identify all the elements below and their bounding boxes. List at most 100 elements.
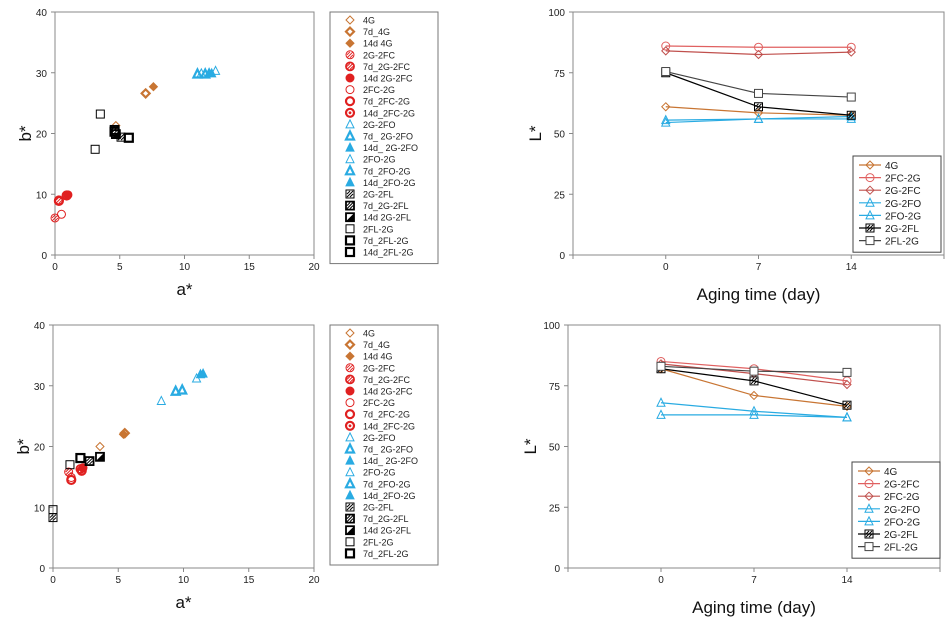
legend-marker-2g-2fo-shape: [864, 503, 874, 513]
legend-marker-4g: [345, 15, 355, 25]
legend-marker-14d-2fc-2g: [344, 420, 356, 431]
legend-marker-2g-2fc-hatch: [346, 51, 354, 59]
x-axis-label: Aging time (day): [697, 285, 821, 304]
data-point-7d-2fc-2g: [53, 195, 64, 207]
legend-marker-14d-2g-2fc: [345, 386, 355, 396]
data-point-4g: [753, 108, 764, 118]
data-point-7d-2fc-2g: [66, 474, 77, 486]
legend-marker-2g-2fl: [865, 223, 875, 233]
data-point-2g-2fl-hatch: [758, 106, 762, 111]
legend-label-2fo-2g: 2FO-2G: [884, 517, 920, 528]
data-point-2g-2fc-shape: [753, 49, 764, 60]
legend-marker-7d-2fc-2g: [344, 409, 356, 420]
data-point-2fl-2g: [48, 505, 58, 515]
legend-marker-4g: [345, 328, 355, 338]
legend-marker-2g-2fc: [345, 50, 355, 60]
data-point-14d-2fc-2g-shape: [76, 465, 87, 476]
data-point-2g-2fo-shape: [660, 116, 671, 127]
data-point-14d-2fl-2g: [123, 132, 134, 143]
legend-marker-2g-2fl-hatch: [866, 224, 874, 232]
data-point-7d-2fl-2g: [75, 452, 86, 464]
legend-label-2fl-2g: 2FL-2G: [363, 224, 394, 234]
legend-marker-14d-2fo-2g: [345, 176, 355, 187]
legend-marker-14d-2g-2fc-shape: [345, 73, 355, 83]
legend-marker-2g-2fl-shape: [345, 189, 355, 199]
legend-label-2fc-2g: 2FC-2G: [363, 398, 395, 408]
data-point-7d-2g-2fl-shape: [84, 456, 95, 466]
legend-marker-2fo-2g-shape: [865, 209, 875, 220]
data-point-2g-2fo-shape: [846, 113, 857, 123]
legend-label-2fo-2g: 2FO-2G: [885, 211, 921, 222]
legend-marker-14d-2fc-2g-shape: [344, 107, 356, 118]
x-tick-label: 14: [846, 262, 858, 273]
data-point-14d-2fo-2g: [206, 67, 217, 78]
data-point-7d-2fo-2g: [176, 383, 188, 395]
data-point-2g-2fl-shape: [754, 102, 763, 112]
legend-marker-14d-2g-2fo: [345, 141, 355, 152]
data-point-2g-2fc-shape: [842, 376, 852, 386]
x-axis-label: a*: [175, 593, 191, 612]
data-point-2fl-2g-shape: [846, 92, 856, 102]
data-point-2g-2fl: [48, 513, 58, 523]
legend-label-14d-2fo-2g: 14d_2FO-2G: [363, 178, 416, 188]
legend-marker-2g-2fl-hatch: [865, 530, 870, 535]
data-point-2fl-2g: [95, 109, 105, 119]
data-point-2fc-2g: [846, 42, 856, 52]
legend-marker-2g-2fc: [865, 185, 875, 195]
y-tick-label: 100: [543, 321, 560, 332]
data-point-7d-2g-2fo-shape: [169, 384, 182, 396]
legend-marker-2g-2fl: [345, 502, 355, 512]
legend-label-2g-2fo: 2G-2FO: [885, 199, 921, 210]
data-point-2fc-2g-shape: [56, 209, 66, 219]
legend-marker-7d-2fc-2g: [344, 96, 356, 107]
legend-marker-7d-2g-2fc-hatch: [346, 63, 351, 67]
legend-marker-7d-4g: [344, 26, 356, 38]
data-point-2g-2fc-hatch: [51, 214, 59, 222]
data-point-7d-2fl-2g: [109, 126, 120, 137]
data-point-14d-2fo-2g-shape: [195, 368, 206, 379]
x-tick-label: 20: [308, 575, 320, 586]
legend-marker-7d-2fo-2g: [344, 163, 356, 176]
legend-marker-14d-4g-shape: [345, 351, 355, 361]
legend-marker-14d-2g-2fl-half: [346, 526, 354, 535]
legend-marker-2fl-2g-shape: [865, 236, 875, 246]
legend-marker-2fo-2g: [345, 153, 355, 164]
legend-label-4g: 4G: [884, 467, 898, 478]
legend-marker-2fc-2g: [864, 491, 874, 501]
data-point-2g-2fl-hatch: [843, 401, 848, 406]
legend-label-2g-2fo: 2G-2FO: [363, 120, 396, 130]
y-tick-label: 10: [34, 503, 46, 514]
legend-marker-14d-2fo-2g-shape: [345, 176, 355, 187]
y-tick-label: 10: [36, 190, 48, 201]
legend-label-14d-2fc-2g: 14d_2FC-2G: [363, 421, 415, 431]
y-tick-label: 50: [554, 130, 566, 141]
legend-marker-2fl-2g: [345, 537, 355, 547]
data-point-2g-2fc: [753, 49, 764, 60]
y-axis-label: b*: [14, 438, 33, 454]
data-point-2fl-2g-shape: [90, 144, 100, 154]
data-point-2g-2fo: [660, 116, 671, 127]
legend-marker-7d-2g-2fl: [345, 200, 355, 211]
data-point-2fl-2g: [65, 460, 75, 470]
data-point-7d-2fo-2g-shape: [191, 67, 204, 79]
legend-label-2fc-2g: 2FC-2G: [363, 85, 395, 95]
data-point-2g-2fl-hatch: [755, 103, 759, 108]
legend-marker-2fo-2g: [345, 466, 355, 477]
x-tick-label: 7: [751, 575, 757, 586]
data-point-7d-2fc-2g-shape: [53, 195, 64, 207]
legend-marker-2g-2fc-shape: [345, 50, 355, 60]
data-point-14d-2fl-2g-shape: [123, 132, 134, 143]
legend-marker-2g-2fc-shape: [865, 185, 875, 195]
legend-label-2g-2fl: 2G-2FL: [363, 503, 394, 513]
legend-marker-7d-4g-shape: [344, 339, 356, 351]
legend-marker-2fc-2g-shape: [345, 398, 355, 408]
legend-marker-2fo-2g: [864, 515, 874, 526]
legend-marker-2fc-2g-shape: [865, 173, 875, 183]
legend-marker-2g-2fo-shape: [865, 197, 875, 207]
legend-marker-2g-2fl-hatch: [869, 227, 874, 232]
data-point-2fo-2g-shape: [842, 411, 852, 422]
data-point-2g-2fc-hatch: [51, 214, 56, 219]
legend-marker-2g-2fc-hatch: [349, 54, 354, 59]
legend-marker-7d-2g-2fc: [345, 61, 355, 72]
